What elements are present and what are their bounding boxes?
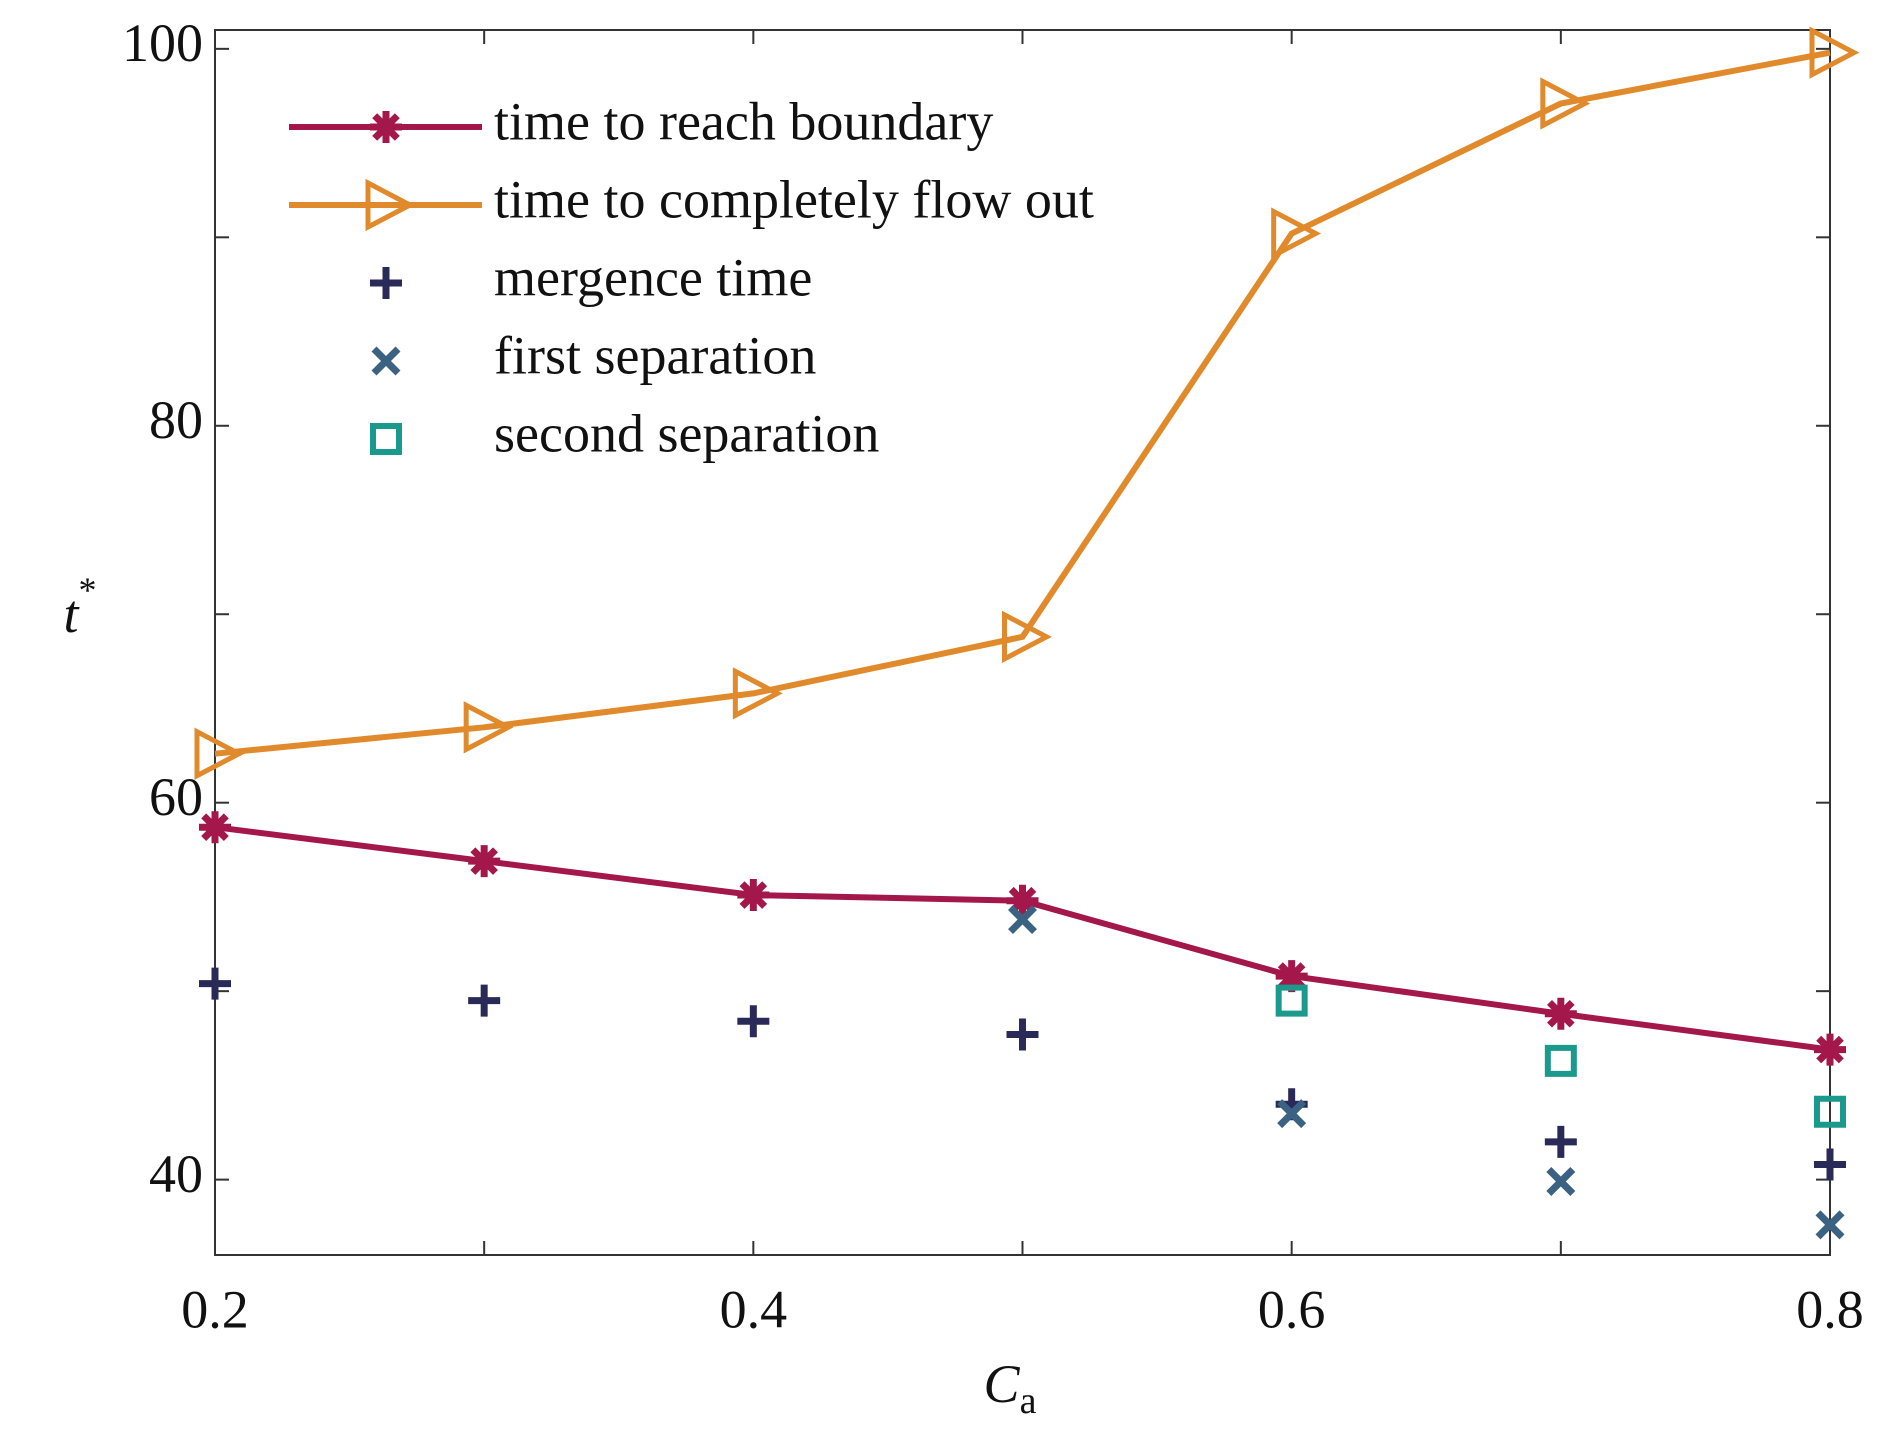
marker (1809, 26, 1860, 79)
marker (468, 984, 501, 1017)
marker (1275, 960, 1308, 993)
legend-marker (370, 267, 402, 299)
marker (1540, 77, 1591, 130)
x-axis-label: Ca (984, 1354, 1037, 1421)
marker (737, 879, 770, 912)
marker (1271, 207, 1322, 260)
marker (732, 667, 783, 720)
marker (1275, 984, 1308, 1017)
y-label-main: t (63, 584, 80, 644)
marker (194, 727, 245, 780)
y-axis-label: t* (63, 570, 96, 644)
y-tick-label: 40 (149, 1144, 203, 1204)
x-label-main: C (984, 1354, 1021, 1414)
x-label-sub: a (1020, 1380, 1037, 1422)
marker (1815, 1210, 1845, 1240)
legend-marker (370, 111, 402, 143)
y-tick-label: 100 (122, 13, 203, 73)
marker (1008, 905, 1037, 935)
marker (1814, 1095, 1846, 1128)
y-tick-label: 60 (149, 767, 203, 827)
y-label-sup: * (79, 570, 97, 610)
legend-marker (365, 178, 416, 232)
marker (1006, 1018, 1039, 1051)
marker (1002, 610, 1052, 663)
legend-label: second separation (494, 403, 879, 463)
marker (737, 1005, 770, 1038)
marker (199, 811, 231, 844)
marker (1544, 1044, 1577, 1077)
x-tick-label: 0.4 (720, 1279, 788, 1339)
marker (199, 967, 231, 1000)
marker (1544, 1125, 1577, 1158)
marker (1006, 884, 1039, 917)
legend-marker (370, 423, 402, 455)
legend-marker (371, 346, 401, 376)
marker (468, 845, 501, 878)
legend-label: time to completely flow out (494, 169, 1094, 229)
marker (1277, 1099, 1307, 1129)
x-tick-label: 0.2 (181, 1279, 249, 1339)
marker (1814, 1148, 1846, 1181)
marker (463, 701, 514, 754)
legend-label: mergence time (494, 247, 812, 307)
marker (1814, 1033, 1846, 1066)
x-tick-label: 0.6 (1258, 1279, 1326, 1339)
series-line (214, 49, 1831, 757)
marker (1544, 997, 1577, 1030)
y-tick-label: 80 (149, 390, 203, 450)
legend-label: time to reach boundary (494, 91, 993, 151)
x-tick-label: 0.8 (1796, 1279, 1864, 1339)
marker (1546, 1167, 1576, 1196)
legend-label: first separation (494, 325, 816, 385)
